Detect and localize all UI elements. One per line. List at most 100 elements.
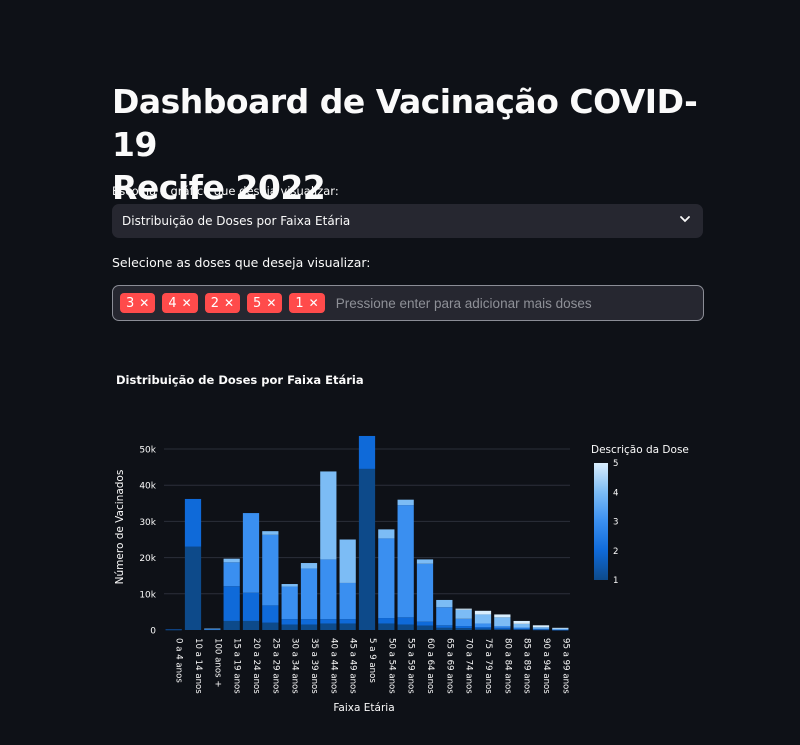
chart-bars[interactable] (165, 435, 569, 631)
close-icon[interactable]: ✕ (181, 296, 192, 310)
bar-segment[interactable] (397, 505, 414, 618)
bar-segment[interactable] (242, 620, 260, 630)
bar-segment[interactable] (262, 534, 279, 606)
dose-multiselect[interactable]: 3 ✕ 4 ✕ 2 ✕ 5 ✕ 1 ✕ Pressione enter para… (112, 285, 704, 321)
colorbar-tick-label: 4 (613, 488, 618, 498)
close-icon[interactable]: ✕ (223, 296, 235, 310)
dose-chip[interactable]: 3 ✕ (120, 293, 156, 313)
bar-segment[interactable] (165, 629, 182, 631)
bar-segment[interactable] (397, 499, 414, 506)
close-icon[interactable]: ✕ (308, 296, 319, 310)
bar-segment[interactable] (339, 582, 356, 620)
bar-segment[interactable] (300, 619, 318, 625)
bar-segment[interactable] (455, 608, 472, 610)
bar-segment[interactable] (455, 628, 472, 630)
bar-segment[interactable] (300, 568, 318, 620)
bar-segment[interactable] (513, 623, 530, 628)
bar-segment[interactable] (474, 623, 492, 628)
bar-segment[interactable] (204, 628, 221, 630)
bar-segment[interactable] (223, 586, 240, 621)
bar-segment[interactable] (262, 531, 279, 535)
bar-segment[interactable] (204, 628, 221, 630)
bar-segment[interactable] (339, 623, 356, 630)
bar-segment[interactable] (552, 628, 569, 630)
bar-segment[interactable] (223, 558, 240, 563)
bar-segment[interactable] (513, 629, 530, 630)
bar-segment[interactable] (494, 626, 511, 628)
bar-segment[interactable] (397, 624, 414, 630)
x-tick-label: 45 a 49 anos (348, 638, 358, 694)
bar-segment[interactable] (494, 627, 511, 629)
bar-segment[interactable] (513, 628, 530, 630)
bar-segment[interactable] (204, 629, 221, 631)
bar-segment[interactable] (184, 546, 202, 630)
bar-segment[interactable] (436, 627, 453, 630)
bar-segment[interactable] (494, 617, 511, 627)
dose-chip[interactable]: 2 ✕ (204, 293, 241, 313)
bar-segment[interactable] (494, 614, 511, 618)
bar-segment[interactable] (320, 623, 337, 630)
bar-segment[interactable] (436, 625, 453, 628)
bar-segment[interactable] (474, 614, 492, 624)
bar-segment[interactable] (300, 563, 318, 569)
bar-segment[interactable] (378, 529, 395, 539)
bar-segment[interactable] (532, 629, 550, 631)
bar-segment[interactable] (262, 622, 279, 630)
bar-segment[interactable] (532, 628, 550, 630)
bar-segment[interactable] (532, 629, 550, 630)
dose-chip[interactable]: 4 ✕ (162, 293, 198, 313)
bar-segment[interactable] (281, 584, 298, 587)
bar-segment[interactable] (262, 605, 279, 623)
bar-segment[interactable] (552, 629, 569, 631)
bar-segment[interactable] (378, 623, 395, 630)
close-icon[interactable]: ✕ (266, 296, 277, 310)
bar-segment[interactable] (281, 619, 298, 625)
bar-segment[interactable] (494, 628, 511, 630)
bar-segment[interactable] (223, 620, 240, 630)
bar-segment[interactable] (436, 599, 453, 608)
bar-segment[interactable] (378, 538, 395, 619)
bar-segment[interactable] (320, 619, 337, 624)
bar-segment[interactable] (300, 624, 318, 630)
dose-chip[interactable]: 1 ✕ (289, 293, 325, 313)
x-tick-label: 40 a 44 anos (328, 638, 338, 694)
bar-segment[interactable] (416, 563, 434, 622)
bar-segment[interactable] (242, 592, 260, 621)
bar-segment[interactable] (358, 468, 376, 630)
bar-segment[interactable] (455, 609, 472, 619)
dose-input-placeholder[interactable]: Pressione enter para adicionar mais dose… (335, 295, 592, 311)
bar-segment[interactable] (416, 621, 434, 626)
bar-segment[interactable] (378, 618, 395, 624)
bar-segment[interactable] (358, 435, 376, 469)
close-icon[interactable]: ✕ (139, 296, 150, 310)
bar-segment[interactable] (184, 498, 202, 547)
bar-segment[interactable] (320, 559, 337, 620)
bar-segment[interactable] (320, 471, 337, 560)
bar-segment[interactable] (416, 625, 434, 630)
bar-segment[interactable] (281, 586, 298, 620)
bar-segment[interactable] (532, 627, 550, 629)
bar-segment[interactable] (242, 513, 260, 593)
x-tick-label: 75 a 79 anos (483, 638, 493, 694)
bar-segment[interactable] (455, 626, 472, 629)
bar-segment[interactable] (474, 627, 492, 629)
bar-segment[interactable] (339, 619, 356, 624)
bar-segment[interactable] (339, 539, 356, 583)
bar-segment[interactable] (416, 559, 434, 564)
bar-segment[interactable] (532, 625, 550, 628)
bar-segment[interactable] (436, 607, 453, 626)
bar-segment[interactable] (513, 620, 530, 624)
bar-segment[interactable] (474, 628, 492, 630)
bar-segment[interactable] (281, 624, 298, 630)
bar-segment[interactable] (552, 627, 569, 629)
bar-segment[interactable] (455, 618, 472, 627)
chevron-down-icon[interactable] (679, 213, 691, 228)
chart-selector[interactable]: Distribuição de Doses por Faixa Etária (112, 204, 703, 238)
dose-chip-label: 4 (168, 295, 177, 311)
bar-segment[interactable] (397, 617, 414, 625)
dose-chip[interactable]: 5 ✕ (247, 293, 283, 313)
bar-segment[interactable] (474, 610, 492, 615)
bar-segment[interactable] (223, 562, 240, 587)
bar-segment[interactable] (513, 627, 530, 629)
